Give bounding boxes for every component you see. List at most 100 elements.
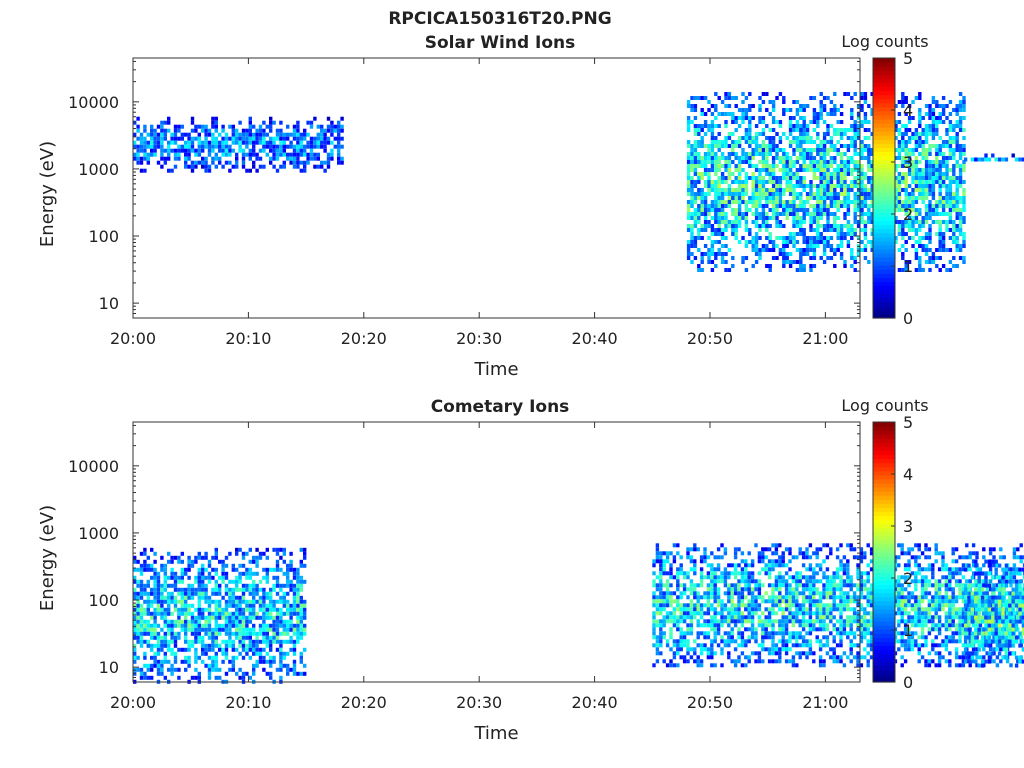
heatmap-cell — [269, 136, 273, 141]
heatmap-cell — [720, 188, 725, 192]
heatmap-cell — [792, 216, 796, 220]
heatmap-cell — [955, 192, 959, 196]
heatmap-cell — [690, 160, 694, 164]
heatmap-cell — [245, 128, 249, 133]
heatmap-cell — [197, 124, 201, 129]
heatmap-cell — [955, 200, 959, 204]
heatmap-cell — [788, 240, 793, 244]
heatmap-cell — [941, 96, 946, 100]
heatmap-cell — [822, 180, 827, 184]
heatmap-cell — [839, 160, 844, 164]
heatmap-cell — [167, 148, 171, 153]
heatmap-cell — [279, 152, 283, 157]
heatmap-cell — [248, 120, 252, 125]
heatmap-cell — [816, 232, 820, 236]
heatmap-cell — [935, 204, 939, 208]
heatmap-cell — [686, 184, 691, 188]
heatmap-cell — [693, 140, 698, 144]
heatmap-cell — [792, 220, 796, 224]
heatmap-cell — [914, 180, 919, 184]
heatmap-cell — [935, 100, 939, 104]
heatmap-cell — [805, 240, 810, 244]
heatmap-cell — [758, 248, 762, 252]
heatmap-cell — [731, 152, 735, 156]
heatmap-cell — [860, 172, 864, 176]
heatmap-cell — [904, 128, 908, 132]
heatmap-cell — [836, 148, 840, 152]
heatmap-cell — [962, 108, 966, 112]
heatmap-cell — [788, 144, 793, 148]
heatmap-cell — [846, 128, 851, 132]
heatmap-cell — [795, 196, 800, 200]
heatmap-cell — [727, 132, 732, 136]
heatmap-cell — [833, 192, 837, 196]
heatmap-cell — [337, 120, 341, 125]
heatmap-cell — [904, 268, 908, 272]
heatmap-cell — [809, 236, 813, 240]
heatmap-cell — [938, 196, 942, 200]
heatmap-cell — [731, 264, 735, 268]
heatmap-cell — [921, 244, 925, 248]
heatmap-cell — [693, 128, 698, 132]
heatmap-cell — [867, 144, 871, 148]
heatmap-cell — [744, 108, 749, 112]
heatmap-cell — [853, 260, 857, 264]
heatmap-cell — [690, 144, 694, 148]
heatmap-cell — [754, 184, 759, 188]
heatmap-cell — [958, 224, 963, 228]
heatmap-cell — [863, 244, 868, 248]
heatmap-cell — [948, 152, 953, 156]
heatmap-cell — [894, 208, 898, 212]
heatmap-cell — [333, 128, 337, 133]
heatmap-cell — [853, 128, 857, 132]
heatmap-cell — [924, 204, 929, 208]
heatmap-cell — [160, 136, 164, 141]
heatmap-cell — [850, 236, 854, 240]
heatmap-cell — [170, 148, 174, 153]
heatmap-cell — [799, 116, 803, 120]
heatmap-cell — [187, 136, 191, 141]
heatmap-cell — [822, 200, 827, 204]
heatmap-cell — [751, 236, 755, 240]
heatmap-cell — [867, 160, 871, 164]
heatmap-cell — [714, 92, 718, 96]
heatmap-cell — [754, 136, 759, 140]
heatmap-cell — [717, 224, 721, 228]
heatmap-cell — [795, 148, 800, 152]
heatmap-cell — [771, 140, 776, 144]
heatmap-cell — [911, 148, 915, 152]
heatmap-cell — [921, 192, 925, 196]
heatmap-cell — [907, 168, 912, 172]
heatmap-cell — [686, 212, 691, 216]
heatmap-cell — [180, 144, 184, 149]
heatmap-cell — [758, 144, 762, 148]
heatmap-cell — [843, 164, 847, 168]
heatmap-cell — [856, 160, 861, 164]
heatmap-cell — [812, 192, 817, 196]
heatmap-cell — [918, 264, 922, 268]
heatmap-cell — [941, 112, 946, 116]
heatmap-cell — [765, 160, 769, 164]
heatmap-cell — [799, 176, 803, 180]
heatmap-cell — [710, 132, 715, 136]
heatmap-cell — [785, 240, 789, 244]
heatmap-cell — [941, 180, 946, 184]
heatmap-cell — [337, 160, 341, 165]
heatmap-cell — [792, 240, 796, 244]
heatmap-cell — [853, 208, 857, 212]
heatmap-cell — [935, 232, 939, 236]
heatmap-cell — [754, 216, 759, 220]
heatmap-cell — [714, 204, 718, 208]
heatmap-cell — [782, 96, 786, 100]
heatmap-cell — [962, 196, 966, 200]
heatmap-cell — [924, 136, 929, 140]
heatmap-cell — [921, 140, 925, 144]
heatmap-cell — [734, 164, 738, 168]
heatmap-cell — [918, 116, 922, 120]
heatmap-cell — [160, 132, 164, 137]
heatmap-cell — [788, 168, 793, 172]
heatmap-cell — [826, 220, 830, 224]
heatmap-cell — [737, 136, 742, 140]
heatmap-cell — [897, 176, 902, 180]
heatmap-cell — [914, 144, 919, 148]
